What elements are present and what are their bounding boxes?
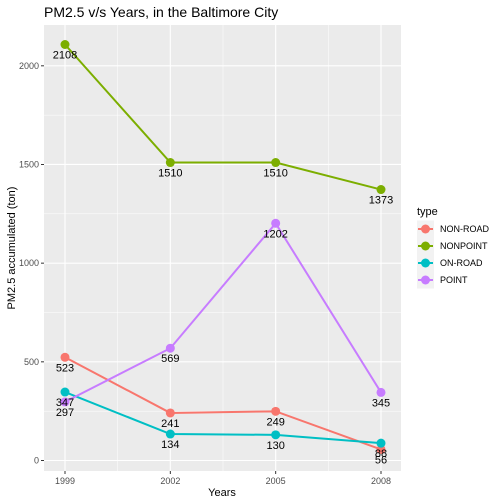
data-point-point xyxy=(165,343,175,353)
legend-label-on-road: ON-ROAD xyxy=(440,258,483,268)
data-point-on-road xyxy=(376,438,386,448)
data-label: 88 xyxy=(375,448,387,460)
legend-label-point: POINT xyxy=(440,275,468,285)
data-label: 130 xyxy=(266,440,284,452)
y-axis-title: PM2.5 accumulated (ton) xyxy=(6,187,18,310)
legend-key-point-nonpoint xyxy=(421,241,430,251)
x-tick-label: 1999 xyxy=(55,476,75,486)
data-point-nonpoint xyxy=(165,158,175,168)
data-point-non-road xyxy=(165,408,175,418)
y-axis-ticks: 0 500 1000 1500 2000 xyxy=(19,61,44,466)
legend-key-point-point xyxy=(421,275,430,285)
x-tick-label: 2002 xyxy=(160,476,180,486)
data-point-point xyxy=(60,397,70,407)
data-label: 2108 xyxy=(53,50,77,62)
data-point-on-road xyxy=(271,430,281,440)
legend-title: type xyxy=(417,206,438,218)
y-tick-label: 1000 xyxy=(19,258,39,268)
data-label: 1202 xyxy=(263,228,287,240)
data-label: 241 xyxy=(161,418,179,430)
series-layer xyxy=(60,40,386,454)
legend-label-non-road: NON-ROAD xyxy=(440,224,489,234)
data-labels: 523 241 249 56 2108 1510 1510 1373 347 134 130 88 29… xyxy=(53,50,393,467)
x-tick-label: 2008 xyxy=(371,476,391,486)
data-point-non-road xyxy=(376,444,386,454)
data-point-nonpoint xyxy=(60,40,70,49)
legend-key-point-on-road xyxy=(421,258,430,268)
series-line-on-road xyxy=(64,391,382,445)
data-point-point xyxy=(271,218,281,228)
data-point-on-road xyxy=(60,387,70,397)
data-label: 297 xyxy=(56,407,74,419)
data-label: 569 xyxy=(161,353,179,365)
x-axis-title: Years xyxy=(208,487,236,499)
data-label: 1510 xyxy=(158,168,182,180)
data-point-non-road xyxy=(60,352,70,362)
data-label: 345 xyxy=(372,397,390,409)
y-tick-label: 1500 xyxy=(19,159,39,169)
data-label: 134 xyxy=(161,439,179,451)
legend: type NON-ROAD NONPOINT ON-ROAD POINT xyxy=(417,206,489,289)
data-label: 1373 xyxy=(369,195,393,207)
y-tick-label: 0 xyxy=(34,456,39,466)
grid-lines xyxy=(44,25,401,471)
series-line-nonpoint xyxy=(64,43,382,191)
legend-label-nonpoint: NONPOINT xyxy=(440,241,488,251)
y-tick-label: 2000 xyxy=(19,61,39,71)
series-line-point xyxy=(64,221,382,403)
y-tick-label: 500 xyxy=(24,357,39,367)
data-point-point xyxy=(376,387,386,397)
data-point-nonpoint xyxy=(271,158,281,168)
chart-title: PM2.5 v/s Years, in the Baltimore City xyxy=(44,4,278,20)
data-label: 56 xyxy=(375,454,387,466)
plot-panel xyxy=(44,25,401,471)
data-label: 249 xyxy=(266,416,284,428)
data-label: 347 xyxy=(56,397,74,409)
legend-key-point-non-road xyxy=(421,224,430,234)
data-point-on-road xyxy=(165,429,175,439)
series-line-non-road xyxy=(64,356,382,451)
data-label: 1510 xyxy=(263,168,287,180)
data-point-nonpoint xyxy=(376,185,386,195)
data-label: 523 xyxy=(56,362,74,374)
data-point-non-road xyxy=(271,406,281,416)
x-tick-label: 2005 xyxy=(266,476,286,486)
x-axis-ticks: 1999 2002 2005 2008 xyxy=(55,471,391,486)
